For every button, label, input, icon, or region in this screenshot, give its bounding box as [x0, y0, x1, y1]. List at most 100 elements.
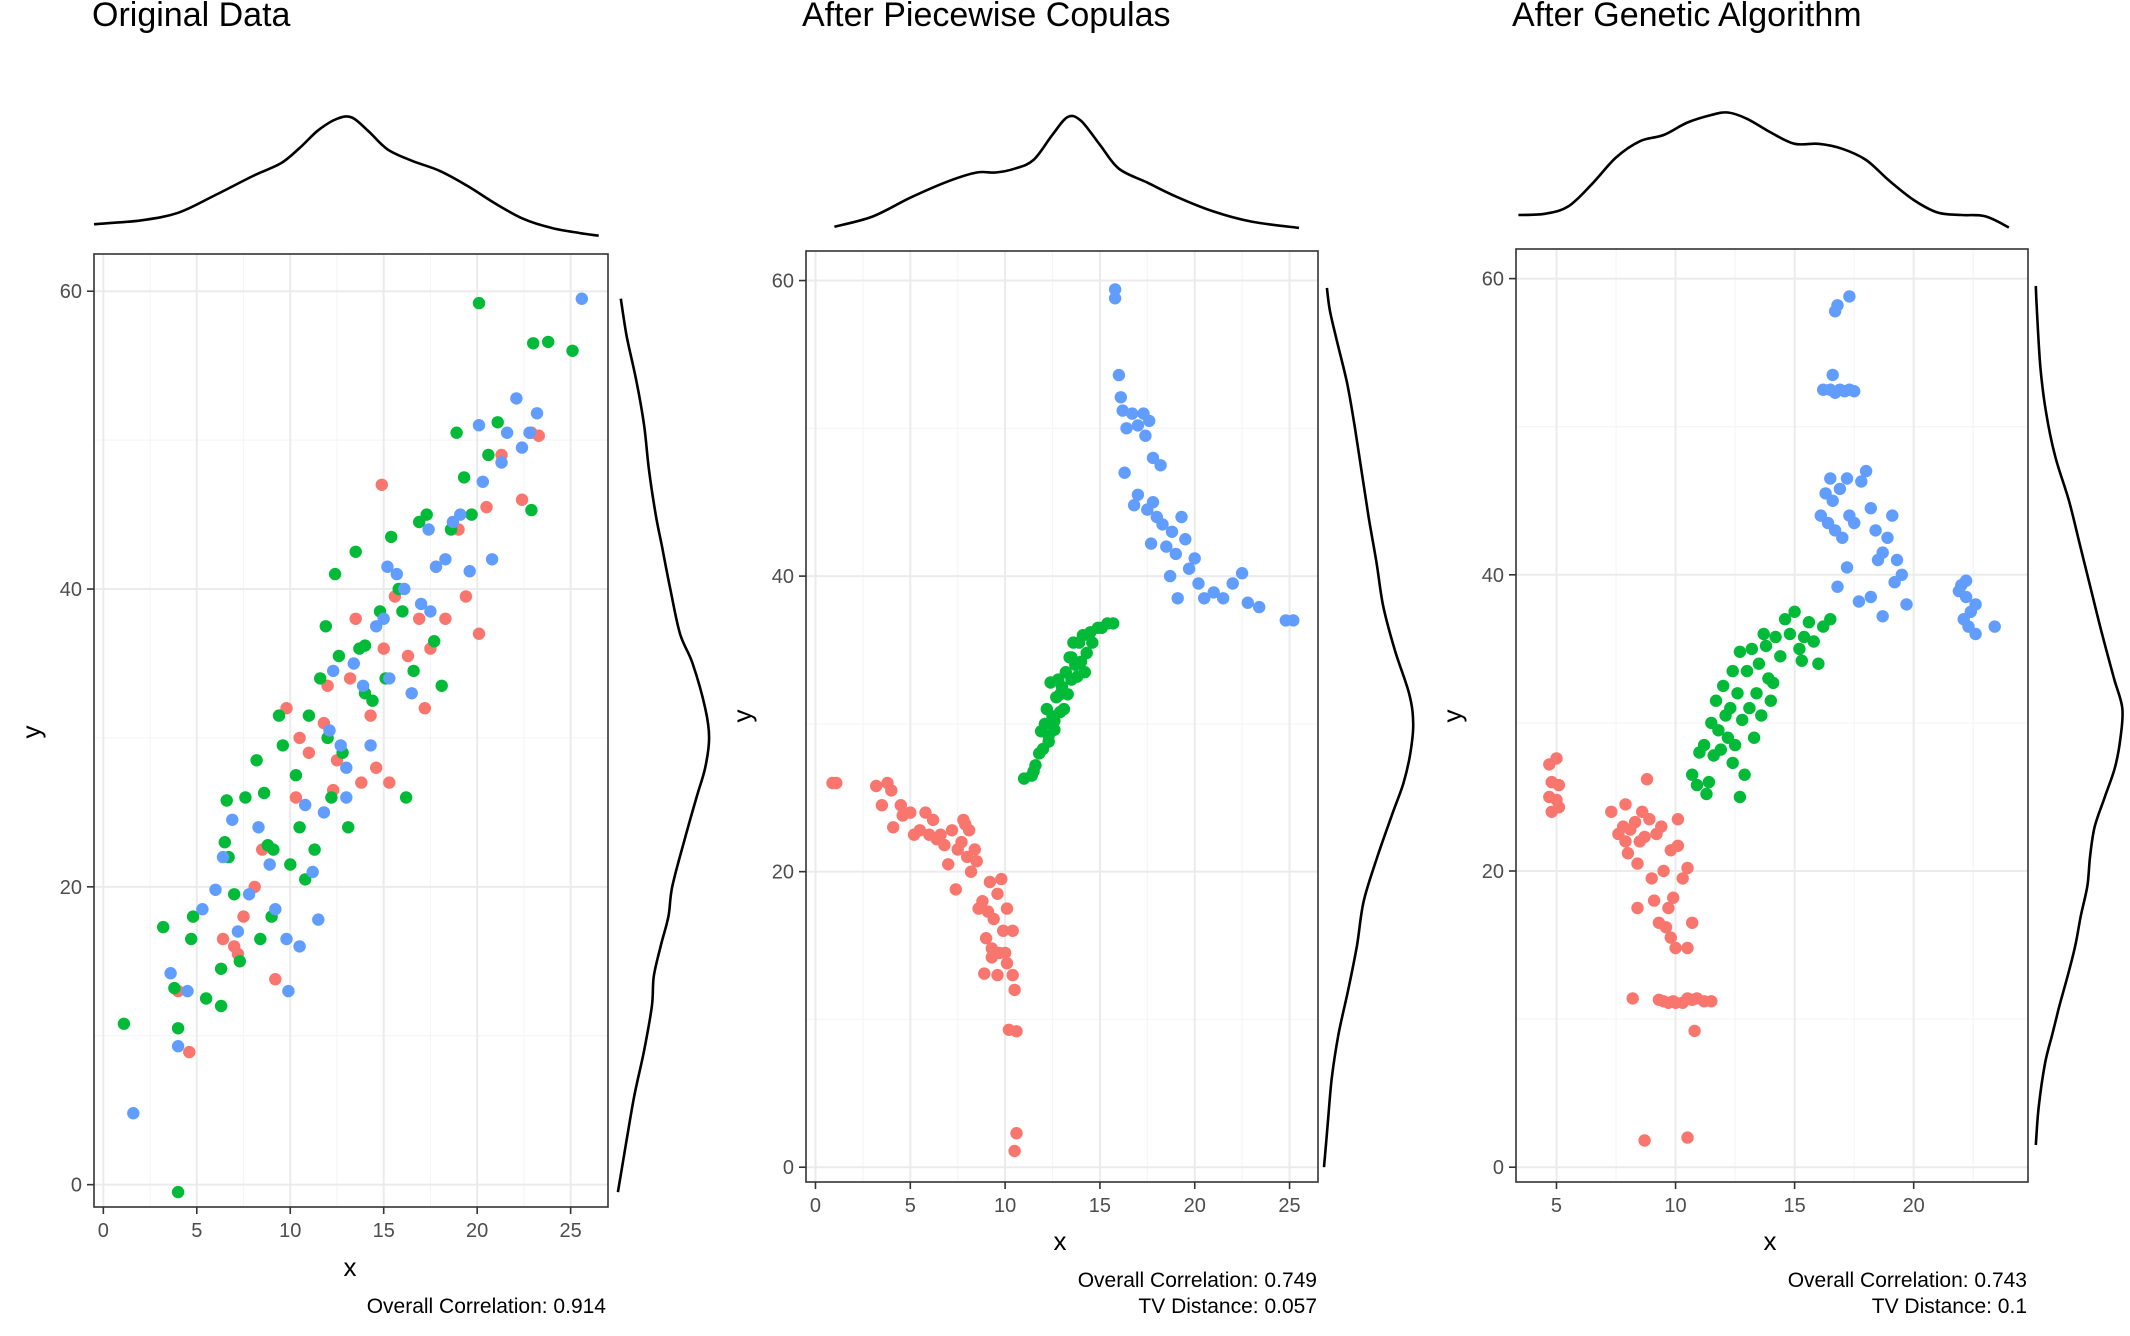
scatter-point-group3 — [1139, 429, 1152, 442]
x-tick-label: 15 — [1089, 1195, 1111, 1217]
scatter-point-group3 — [1114, 391, 1128, 404]
scatter-point-group3 — [293, 940, 306, 953]
panel-after-genetic-algorithm: After Genetic Algorithm 5 10 15 20 0 20 40 60 x… — [1437, 0, 2124, 1318]
side-density-curve — [1322, 287, 1415, 1168]
scatter-point-group3 — [523, 426, 536, 439]
scatter-point-group2 — [1807, 635, 1820, 648]
top-density-curve — [93, 115, 599, 237]
scatter-point-group3 — [1876, 610, 1889, 623]
scatter-point-group2 — [1048, 723, 1061, 736]
scatter-point-group2 — [1074, 655, 1088, 668]
scatter-point-group1 — [875, 799, 889, 812]
scatter-point-group3 — [242, 888, 256, 901]
axis-ticks: 0 5 10 15 20 25 0 20 40 60 — [772, 271, 1301, 1217]
panel-after-piecewise-copulas: After Piecewise Copulas 0 5 10 15 20 25 0 20 40 6… — [727, 0, 1415, 1318]
x-axis-label: x — [344, 1252, 357, 1282]
y-tick-label: 20 — [772, 862, 794, 884]
scatter-point-group3 — [1833, 482, 1847, 496]
scatter-point-group3 — [500, 426, 514, 439]
scatter-point-group3 — [370, 620, 383, 633]
scatter-point-group1 — [1671, 813, 1685, 826]
scatter-point-group3 — [1959, 574, 1973, 587]
scatter-point-group2 — [1086, 636, 1099, 649]
scatter-point-group1 — [480, 500, 493, 514]
scatter-point-group3 — [280, 932, 293, 946]
scatter-point-group2 — [293, 821, 306, 834]
scatter-point-group2 — [284, 858, 297, 871]
y-tick-label: 60 — [1482, 269, 1504, 291]
tv-distance-caption: TV Distance: 0.057 — [1138, 1295, 1317, 1318]
scatter-point-group1 — [349, 612, 362, 625]
scatter-point-group2 — [1053, 688, 1067, 701]
scatter-point-group3 — [1120, 422, 1133, 435]
scatter-point-group2 — [1755, 709, 1768, 722]
scatter-point-group1 — [1000, 902, 1014, 915]
scatter-point-group3 — [1988, 620, 2001, 633]
x-tick-label: 25 — [559, 1220, 581, 1242]
scatter-point-group2 — [457, 471, 471, 484]
scatter-point-group2 — [157, 920, 170, 934]
scatter-point-group1 — [293, 731, 306, 745]
scatter-point-group2 — [257, 786, 271, 800]
scatter-point-group3 — [515, 441, 529, 454]
scatter-point-group3 — [439, 553, 452, 566]
scatter-point-group2 — [366, 694, 379, 707]
top-density-curve — [834, 114, 1300, 230]
scatter-point-group2 — [420, 508, 433, 521]
scatter-point-group1 — [1626, 992, 1639, 1005]
side-density-curve — [2034, 285, 2124, 1146]
gridlines — [94, 254, 608, 1207]
scatter-point-group2 — [1728, 738, 1742, 752]
scatter-point-group1 — [1688, 1024, 1701, 1038]
scatter-point-group2 — [1745, 642, 1759, 656]
scatter-point-group2 — [1724, 701, 1737, 715]
scatter-point-group3 — [1253, 600, 1266, 614]
scatter-point-group2 — [171, 1185, 185, 1199]
scatter-point-group1 — [1647, 894, 1661, 907]
scatter-point-group1 — [926, 813, 940, 827]
scatter-point-group3 — [1198, 592, 1211, 605]
scatter-point-group2 — [1717, 679, 1730, 693]
scatter-point-group3 — [1864, 590, 1878, 604]
scatter-point-group3 — [1146, 496, 1160, 509]
scatter-point-group1 — [830, 776, 843, 790]
scatter-point-group2 — [319, 620, 332, 633]
scatter-point-group2 — [566, 344, 579, 357]
y-tick-label: 20 — [1482, 861, 1504, 883]
scatter-point-group1 — [1659, 921, 1673, 934]
scatter-point-group3 — [299, 798, 312, 812]
scatter-point-group3 — [1175, 510, 1188, 524]
scatter-point-group1 — [1552, 801, 1566, 814]
scatter-point-group3 — [1890, 553, 1904, 567]
scatter-point-group3 — [226, 813, 239, 826]
scatter-point-group2 — [1778, 613, 1792, 626]
scatter-point-group2 — [1767, 676, 1780, 690]
scatter-point-group2 — [465, 508, 478, 521]
scatter-point-group3 — [1952, 584, 1966, 598]
scatter-point-group1 — [968, 843, 981, 856]
scatter-point-group1 — [894, 799, 907, 812]
y-tick-label: 0 — [1493, 1157, 1504, 1179]
scatter-point-group3 — [1131, 419, 1145, 432]
scatter-point-group1 — [1008, 1144, 1021, 1158]
scatter-point-group1 — [1662, 901, 1675, 915]
x-tick-label: 10 — [279, 1220, 301, 1242]
scatter-point-group1 — [1681, 861, 1694, 875]
scatter-point-group1 — [979, 932, 993, 945]
scatter-point-group2 — [1757, 627, 1770, 641]
scatter-point-group3 — [269, 903, 282, 916]
scatter-point-group3 — [171, 1040, 185, 1053]
scatter-points — [826, 283, 1300, 1158]
scatter-point-group2 — [525, 503, 538, 517]
scatter-point-group3 — [334, 739, 347, 752]
scatter-point-group3 — [1165, 525, 1179, 538]
scatter-point-group1 — [1705, 995, 1718, 1008]
scatter-point-group2 — [396, 605, 409, 618]
panel-title: After Genetic Algorithm — [1512, 0, 1862, 34]
x-tick-label: 20 — [466, 1220, 488, 1242]
scatter-point-group1 — [401, 649, 415, 663]
scatter-point-group3 — [323, 724, 336, 737]
scatter-point-group1 — [302, 746, 316, 759]
scatter-point-group1 — [237, 910, 250, 923]
